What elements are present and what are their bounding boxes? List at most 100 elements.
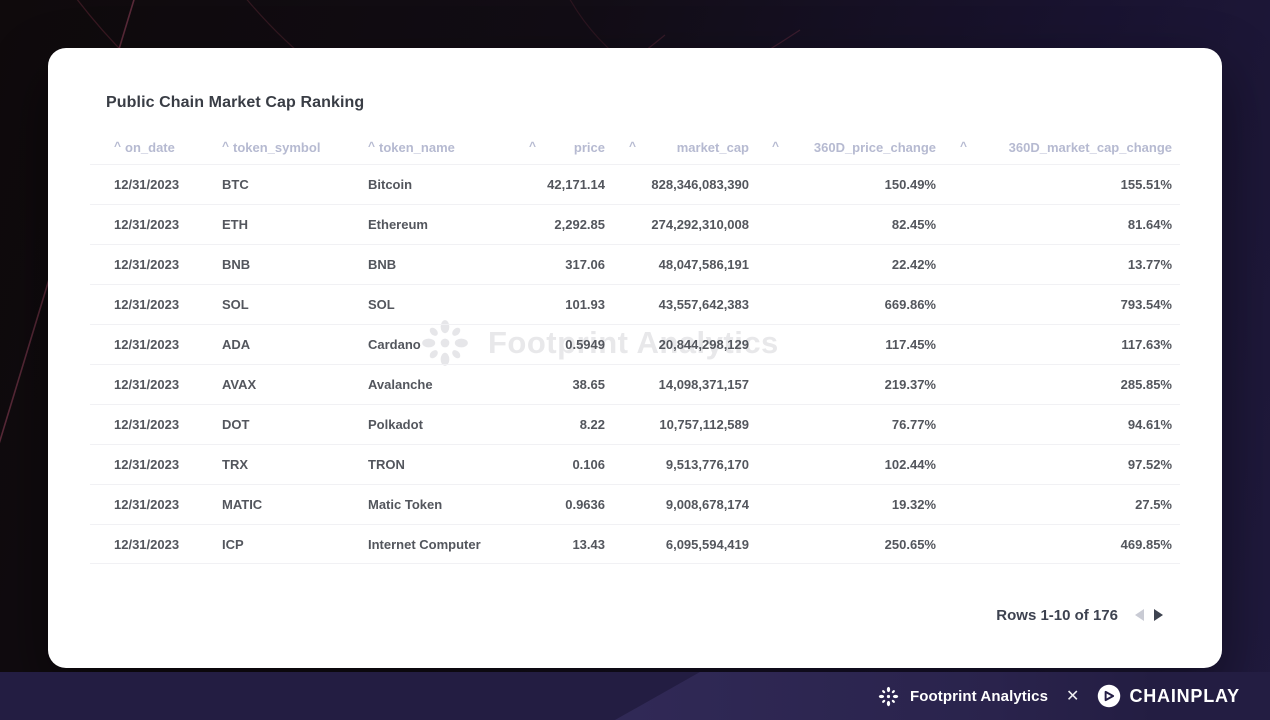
table-row: 12/31/2023 AVAX Avalanche 38.65 14,098,371,1… [90, 364, 1180, 404]
cell-360D_price_change: 219.37% [884, 377, 936, 392]
cell-360D_market_cap_change: 97.52% [1127, 457, 1172, 472]
cell-token_symbol: ICP [222, 536, 244, 552]
cell-360D_market_cap_change: 94.61% [1127, 417, 1172, 432]
cell-price: 0.9636 [565, 497, 605, 512]
chainplay-brand[interactable]: CHAINPLAY [1097, 684, 1240, 708]
pagination: Rows 1-10 of 176 [996, 606, 1167, 624]
cell-360D_market_cap_change: 793.54% [1120, 297, 1172, 312]
column-header-token_name[interactable]: ^ token_name [368, 139, 529, 155]
cell-token_symbol: BTC [222, 177, 249, 192]
column-label: token_symbol [233, 139, 321, 155]
cell-on_date: 12/31/2023 [114, 457, 180, 472]
table-row: 12/31/2023 ETH Ethereum 2,292.85 274,292,310… [90, 204, 1180, 244]
column-label: market_cap [676, 139, 749, 155]
chainplay-brand-label: CHAINPLAY [1129, 685, 1240, 706]
cell-market_cap: 828,346,083,390 [651, 177, 749, 192]
cell-market_cap: 20,844,298,129 [658, 337, 749, 352]
cell-360D_price_change: 22.42% [891, 257, 936, 272]
cell-on_date: 12/31/2023 [114, 417, 180, 432]
cell-360D_price_change: 19.32% [891, 497, 936, 512]
sort-caret-icon: ^ [529, 139, 537, 153]
cell-on_date: 12/31/2023 [114, 297, 180, 312]
cell-360D_market_cap_change: 117.63% [1121, 337, 1172, 352]
column-header-360D_market_cap_change[interactable]: ^ 360D_market_cap_change [960, 139, 1180, 155]
cell-market_cap: 6,095,594,419 [665, 536, 749, 552]
cell-on_date: 12/31/2023 [114, 217, 180, 232]
table-row: 12/31/2023 MATIC Matic Token 0.9636 9,008,67… [90, 484, 1180, 524]
column-label: price [573, 139, 605, 155]
table-row: 12/31/2023 ICP Internet Computer 13.43 6,095… [90, 524, 1180, 564]
table-body: 12/31/2023 BTC Bitcoin 42,171.14 828,346,083… [90, 164, 1180, 564]
footprint-logo-icon [878, 686, 899, 706]
cell-token_symbol: MATIC [222, 497, 263, 512]
table-row: 12/31/2023 BTC Bitcoin 42,171.14 828,346,083… [90, 164, 1180, 204]
cell-on_date: 12/31/2023 [114, 257, 180, 272]
column-header-on_date[interactable]: ^ on_date [90, 139, 222, 155]
cell-market_cap: 274,292,310,008 [651, 217, 749, 232]
cell-360D_price_change: 76.77% [891, 417, 936, 432]
cell-price: 42,171.14 [547, 177, 605, 192]
cell-token_symbol: SOL [222, 297, 249, 312]
footprint-brand-label: Footprint Analytics [910, 687, 1049, 705]
table-row: 12/31/2023 SOL SOL 101.93 43,557,642,383 669.… [90, 284, 1180, 324]
cell-price: 38.65 [572, 377, 605, 392]
cell-on_date: 12/31/2023 [114, 497, 180, 512]
cell-market_cap: 10,757,112,589 [659, 417, 749, 432]
column-header-market_cap[interactable]: ^ market_cap [629, 139, 772, 155]
cell-token_name: Polkadot [368, 417, 423, 432]
cell-token_name: Matic Token [368, 497, 443, 512]
cell-token_name: Avalanche [368, 377, 433, 392]
cell-token_name: SOL [368, 297, 395, 312]
sort-caret-icon: ^ [368, 139, 376, 153]
cell-token_symbol: BNB [222, 257, 251, 272]
column-header-price[interactable]: ^ price [529, 139, 629, 155]
column-label: 360D_market_cap_change [1008, 139, 1172, 155]
sort-caret-icon: ^ [960, 139, 968, 153]
cell-price: 0.5949 [565, 337, 605, 352]
column-label: on_date [125, 139, 175, 155]
cell-360D_market_cap_change: 155.51% [1120, 177, 1172, 192]
sort-caret-icon: ^ [772, 139, 780, 153]
cell-on_date: 12/31/2023 [114, 177, 180, 192]
cell-token_symbol: AVAX [222, 377, 257, 392]
cell-token_name: Internet Computer [368, 536, 481, 552]
footer-bar: Footprint Analytics ✕ CHAINPLAY [0, 672, 1270, 720]
cell-token_symbol: ADA [222, 337, 251, 352]
footprint-brand[interactable]: Footprint Analytics [876, 684, 1048, 709]
pagination-prev-button[interactable] [1131, 606, 1149, 624]
column-header-360D_price_change[interactable]: ^ 360D_price_change [772, 139, 960, 155]
cell-token_symbol: DOT [222, 417, 250, 432]
column-header-token_symbol[interactable]: ^ token_symbol [222, 139, 368, 155]
cell-360D_market_cap_change: 13.77% [1127, 257, 1172, 272]
collab-x-icon: ✕ [1066, 688, 1080, 705]
cell-market_cap: 14,098,371,157 [658, 377, 749, 392]
footer-content: Footprint Analytics ✕ CHAINPLAY [876, 672, 1240, 720]
cell-market_cap: 9,008,678,174 [665, 497, 749, 512]
pagination-next-button[interactable] [1149, 606, 1167, 624]
cell-token_name: Ethereum [368, 217, 428, 232]
cell-on_date: 12/31/2023 [114, 337, 180, 352]
table-card: Public Chain Market Cap Ranking Footprin… [48, 48, 1222, 668]
cell-market_cap: 43,557,642,383 [658, 297, 749, 312]
cell-on_date: 12/31/2023 [114, 536, 180, 552]
cell-360D_price_change: 117.45% [885, 337, 936, 352]
cell-market_cap: 9,513,776,170 [665, 457, 749, 472]
left-triangle-icon [1135, 609, 1144, 621]
table-header-row: ^ on_date ^ token_symbol ^ token_name ^ price ^ m… [90, 130, 1180, 164]
sort-caret-icon: ^ [629, 139, 637, 153]
cell-price: 8.22 [579, 417, 605, 432]
cell-token_name: Bitcoin [368, 177, 413, 192]
cell-360D_price_change: 250.65% [884, 536, 936, 552]
cell-360D_market_cap_change: 469.85% [1120, 536, 1172, 552]
cell-360D_price_change: 150.49% [884, 177, 936, 192]
cell-price: 101.93 [565, 297, 605, 312]
table-row: 12/31/2023 BNB BNB 317.06 48,047,586,191 22.4… [90, 244, 1180, 284]
table-row: 12/31/2023 ADA Cardano 0.5949 20,844,298,129… [90, 324, 1180, 364]
cell-360D_market_cap_change: 27.5% [1135, 497, 1172, 512]
table-row: 12/31/2023 TRX TRON 0.106 9,513,776,170 102.4… [90, 444, 1180, 484]
pagination-label: Rows 1-10 of 176 [996, 606, 1118, 624]
cell-token_symbol: ETH [222, 217, 248, 232]
column-label: 360D_price_change [813, 139, 936, 155]
sort-caret-icon: ^ [222, 139, 230, 153]
